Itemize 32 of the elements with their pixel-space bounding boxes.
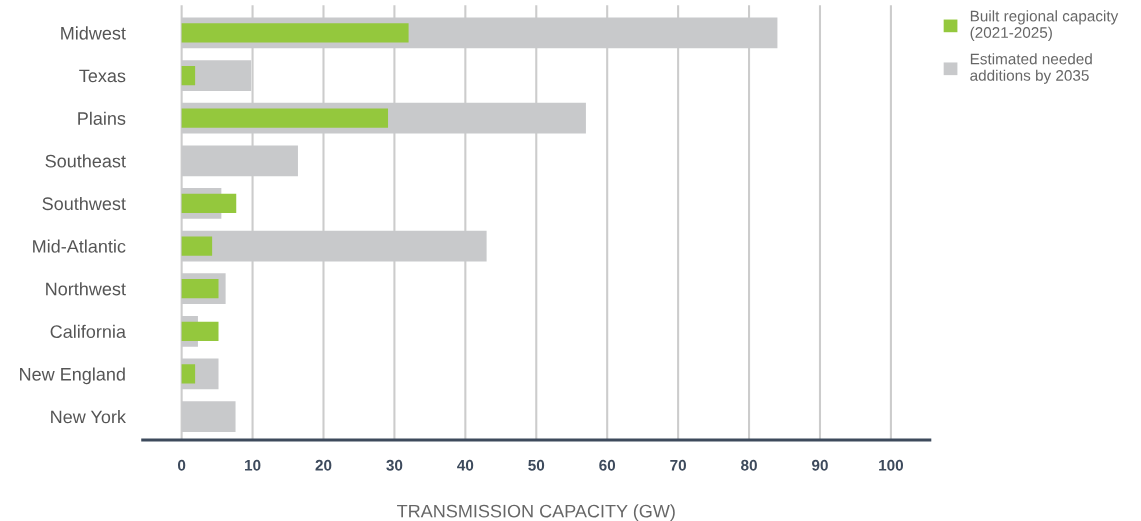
- bar: [181, 364, 196, 384]
- legend-label: Built regional capacity (2021-2025): [970, 10, 1119, 41]
- x-axis-title: TRANSMISSION CAPACITY (GW): [397, 504, 675, 521]
- y-tick-label: Southwest: [42, 196, 126, 211]
- bar: [181, 193, 237, 214]
- x-tick-label: 80: [741, 459, 757, 471]
- x-tick-label: 40: [457, 459, 474, 471]
- y-tick-label: Mid-Atlantic: [33, 239, 126, 253]
- y-tick-label: Texas: [79, 69, 126, 83]
- y-tick-label: New England: [20, 367, 125, 385]
- x-tick-label: 0: [177, 459, 186, 471]
- legend-label: Estimated needed additions by 2035: [970, 53, 1092, 84]
- x-tick-label: 10: [245, 459, 261, 471]
- x-tick-label: 60: [599, 459, 616, 471]
- y-tick-label: Northwest: [46, 282, 126, 296]
- bar: [181, 65, 196, 86]
- bar: [181, 23, 409, 43]
- y-tick-label: California: [50, 324, 126, 339]
- x-tick-label: 70: [670, 459, 686, 471]
- bar: [181, 236, 213, 256]
- x-tick-label: 90: [812, 459, 828, 471]
- y-tick-label: Southeast: [45, 154, 126, 168]
- y-tick-label: New York: [51, 410, 126, 424]
- y-tick-label: Plains: [78, 111, 126, 125]
- x-tick-label: 30: [386, 459, 403, 471]
- x-tick-label: 20: [315, 459, 332, 471]
- bar: [181, 108, 389, 128]
- bar: [181, 279, 219, 299]
- x-tick-label: 100: [879, 459, 904, 471]
- y-tick-label: Midwest: [61, 26, 126, 40]
- x-tick-label: 50: [528, 459, 545, 471]
- bar: [181, 321, 219, 341]
